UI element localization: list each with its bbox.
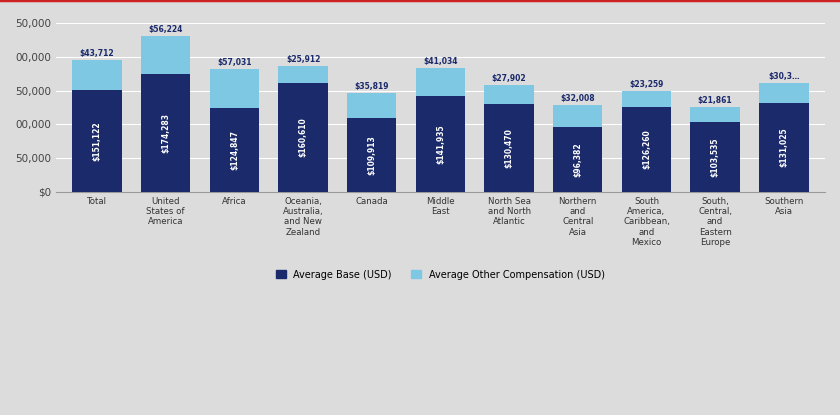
Text: $23,259: $23,259: [629, 80, 664, 89]
Text: $41,034: $41,034: [423, 57, 458, 66]
Text: $109,913: $109,913: [367, 135, 376, 175]
Text: $96,382: $96,382: [573, 142, 582, 176]
Bar: [553, 127, 602, 192]
Bar: [416, 96, 465, 192]
Bar: [690, 122, 740, 192]
Bar: [210, 69, 259, 107]
Bar: [141, 74, 191, 192]
Bar: [72, 90, 122, 192]
Legend: Average Base (USD), Average Other Compensation (USD): Average Base (USD), Average Other Compen…: [276, 270, 605, 280]
Text: $25,912: $25,912: [286, 55, 320, 64]
Text: $141,935: $141,935: [436, 124, 445, 164]
Text: $124,847: $124,847: [230, 129, 239, 170]
Bar: [72, 60, 122, 90]
Text: $57,031: $57,031: [218, 58, 252, 67]
Bar: [553, 105, 602, 127]
Text: $21,861: $21,861: [698, 96, 732, 105]
Bar: [622, 107, 671, 192]
Bar: [485, 85, 534, 104]
Text: $30,3…: $30,3…: [768, 72, 800, 81]
Text: $151,122: $151,122: [92, 121, 102, 161]
Text: $103,535: $103,535: [711, 137, 720, 177]
Text: $32,008: $32,008: [560, 94, 595, 103]
Bar: [278, 83, 328, 192]
Bar: [759, 83, 809, 103]
Bar: [759, 103, 809, 192]
Text: $174,283: $174,283: [161, 113, 171, 153]
Text: $126,260: $126,260: [642, 129, 651, 169]
Text: $43,712: $43,712: [80, 49, 114, 59]
Bar: [210, 107, 259, 192]
Bar: [622, 91, 671, 107]
Text: $160,610: $160,610: [298, 118, 307, 157]
Bar: [347, 93, 396, 117]
Bar: [690, 107, 740, 122]
Bar: [485, 104, 534, 192]
Bar: [278, 66, 328, 83]
Text: $131,025: $131,025: [780, 128, 788, 167]
Text: $130,470: $130,470: [505, 128, 513, 168]
Text: $27,902: $27,902: [491, 74, 527, 83]
Bar: [347, 117, 396, 192]
Text: $35,819: $35,819: [354, 83, 389, 91]
Text: $56,224: $56,224: [149, 25, 183, 34]
Bar: [141, 36, 191, 74]
Bar: [416, 68, 465, 96]
